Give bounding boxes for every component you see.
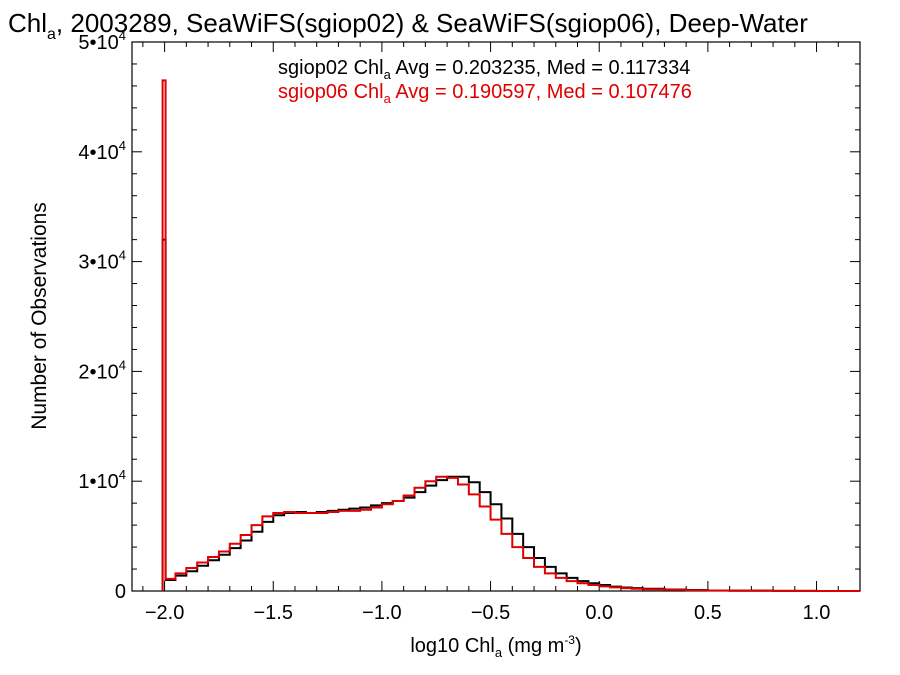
y-tick-label: 5•104 bbox=[78, 28, 126, 54]
y-tick-label: 2•104 bbox=[78, 357, 126, 383]
y-tick-label: 4•104 bbox=[78, 138, 126, 164]
y-tick-label-exp: 4 bbox=[119, 357, 126, 372]
chart-title-sub: a bbox=[47, 26, 56, 43]
plot-frame bbox=[131, 41, 861, 592]
x-axis-title-sup: -3 bbox=[564, 633, 575, 647]
y-tick-label: 0 bbox=[115, 581, 126, 603]
x-tick-label: 0.0 bbox=[585, 602, 613, 624]
x-axis-title-suffix: ) bbox=[575, 635, 582, 657]
y-tick-label: 3•104 bbox=[78, 248, 126, 274]
chart-title: Chla, 2003289, SeaWiFS(sgiop02) & SeaWiF… bbox=[8, 8, 808, 43]
series-group bbox=[161, 79, 861, 592]
legend-sgiop06-sub: a bbox=[384, 91, 392, 106]
y-tick-label-base: 0 bbox=[115, 581, 126, 603]
y-tick-label-exp: 4 bbox=[119, 248, 126, 263]
y-tick-label-base: 4•10 bbox=[78, 142, 118, 164]
x-axis-title-prefix: log10 Chl bbox=[410, 635, 495, 657]
sgiop06-histogram-line bbox=[164, 475, 861, 592]
legend-sgiop06-rest: Avg = 0.190597, Med = 0.107476 bbox=[391, 81, 692, 103]
y-tick-label-base: 3•10 bbox=[78, 252, 118, 274]
x-tick-label: −0.5 bbox=[471, 602, 510, 624]
x-axis-title-mid: (mg m bbox=[502, 635, 564, 657]
x-tick-label: −1.0 bbox=[362, 602, 401, 624]
chart-title-prefix: Chl bbox=[8, 8, 47, 38]
legend-sgiop02-rest: Avg = 0.203235, Med = 0.117334 bbox=[391, 57, 691, 79]
y-tick-label: 1•104 bbox=[78, 467, 126, 493]
x-axis-title: log10 Chla (mg m-3) bbox=[410, 633, 581, 660]
chart-title-rest: , 2003289, SeaWiFS(sgiop02) & SeaWiFS(sg… bbox=[56, 8, 808, 38]
x-tick-label: 1.0 bbox=[803, 602, 831, 624]
x-axis-ticks: −2.0 −1.5 −1.0 −0.5 0.0 0.5 1.0 bbox=[142, 42, 861, 624]
legend-sgiop06-prefix: sgiop06 Chl bbox=[278, 81, 384, 103]
y-tick-label-base: 2•10 bbox=[78, 361, 118, 383]
x-tick-label: −2.0 bbox=[145, 602, 184, 624]
legend-sgiop02-prefix: sgiop02 Chl bbox=[278, 57, 384, 79]
y-tick-label-exp: 4 bbox=[119, 138, 126, 153]
legend-sgiop02-sub: a bbox=[384, 67, 392, 82]
y-tick-label-base: 5•10 bbox=[78, 32, 118, 54]
x-tick-label: −1.5 bbox=[254, 602, 293, 624]
x-axis-title-sub: a bbox=[495, 645, 503, 660]
x-tick-label: 0.5 bbox=[694, 602, 722, 624]
legend-sgiop02: sgiop02 Chla Avg = 0.203235, Med = 0.117… bbox=[278, 57, 690, 82]
y-tick-label-base: 1•10 bbox=[78, 471, 118, 493]
y-tick-label-exp: 4 bbox=[119, 467, 126, 482]
y-axis-title: Number of Observations bbox=[28, 202, 51, 430]
sgiop06-spike bbox=[161, 79, 167, 591]
legend-sgiop06: sgiop06 Chla Avg = 0.190597, Med = 0.107… bbox=[278, 81, 692, 106]
y-tick-label-exp: 4 bbox=[119, 28, 126, 43]
